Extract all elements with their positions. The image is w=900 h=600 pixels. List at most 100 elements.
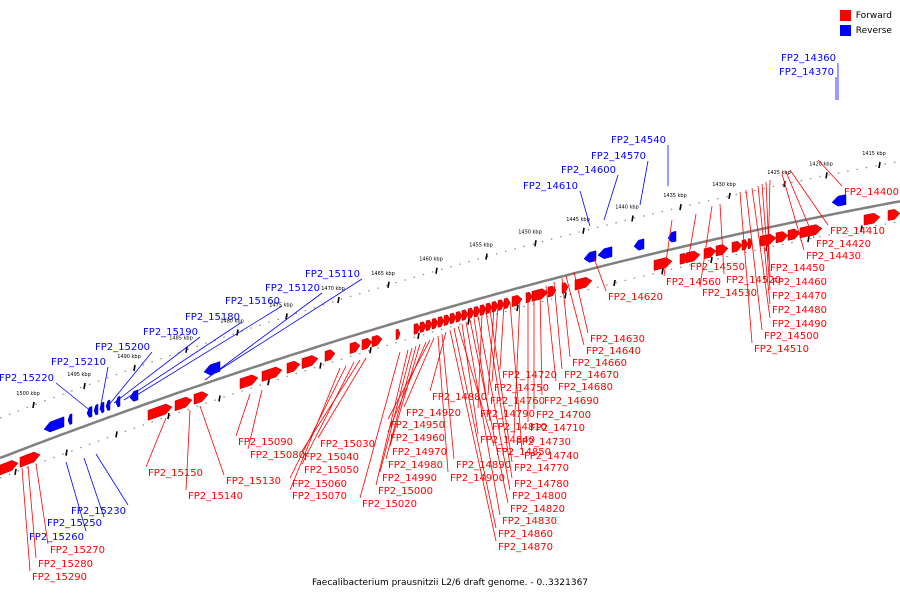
tick-mark-lower xyxy=(115,431,118,438)
forward-gene xyxy=(286,360,301,374)
forward-gene-label: FP2_14510 xyxy=(754,344,809,355)
forward-gene-label: FP2_15000 xyxy=(378,486,433,497)
reverse-gene-label: FP2_15210 xyxy=(51,357,106,368)
reverse-gene-label-leader xyxy=(107,351,153,407)
forward-gene-label: FP2_14410 xyxy=(830,226,885,237)
reverse-gene xyxy=(597,246,613,259)
tick-mark xyxy=(825,172,828,179)
forward-gene-label-leader xyxy=(359,351,401,499)
forward-gene xyxy=(443,314,451,327)
forward-gene-label: FP2_14860 xyxy=(498,529,553,540)
reverse-gene-label: FP2_14610 xyxy=(523,181,578,192)
forward-gene-label: FP2_14790 xyxy=(480,409,535,420)
forward-gene-label-leader xyxy=(593,257,607,292)
forward-gene-label: FP2_15030 xyxy=(320,439,375,450)
reverse-gene-label-leader xyxy=(123,321,243,401)
tick-mark-lower xyxy=(417,332,420,340)
forward-gene-label: FP2_15070 xyxy=(292,491,347,502)
forward-gene-label: FP2_14660 xyxy=(572,358,627,369)
reverse-gene xyxy=(583,250,597,263)
forward-gene-label-leader xyxy=(301,359,361,452)
forward-gene-label-leader xyxy=(765,181,771,277)
forward-gene-label-leader xyxy=(699,205,713,288)
forward-gene-label-leader xyxy=(465,321,501,516)
forward-gene-label-leader xyxy=(513,297,521,437)
forward-gene xyxy=(547,285,557,298)
forward-gene xyxy=(497,299,505,311)
forward-gene-label-leader xyxy=(761,183,771,291)
tick-mark-lower xyxy=(14,468,17,475)
reverse-gene-label: FP2_14540 xyxy=(611,135,666,146)
forward-gene-label-leader xyxy=(457,325,495,447)
reverse-gene-label-leader xyxy=(603,174,619,221)
forward-gene-label-leader xyxy=(35,463,49,545)
forward-gene-label: FP2_14870 xyxy=(498,542,553,553)
reverse-gene-label: FP2_15160 xyxy=(225,296,280,307)
forward-gene-label: FP2_14480 xyxy=(772,305,827,316)
forward-gene-label: FP2_14560 xyxy=(666,277,721,288)
forward-gene xyxy=(261,366,283,382)
forward-gene-label: FP2_14810 xyxy=(492,422,547,433)
forward-gene xyxy=(349,341,361,354)
legend-forward: Forward xyxy=(839,8,892,23)
forward-gene-label: FP2_14820 xyxy=(510,504,565,515)
forward-gene xyxy=(361,337,373,351)
reverse-gene-label-leader xyxy=(113,336,201,404)
forward-gene-label-leader xyxy=(663,219,673,277)
tick-mark xyxy=(582,227,585,234)
forward-gene xyxy=(479,304,487,316)
forward-gene-label: FP2_14630 xyxy=(590,334,645,345)
forward-gene-label: FP2_14460 xyxy=(772,277,827,288)
tick-mark-lower xyxy=(65,449,68,456)
forward-gene-label: FP2_14950 xyxy=(390,420,445,431)
forward-gene-label: FP2_14680 xyxy=(558,382,613,393)
forward-gene xyxy=(887,209,900,221)
forward-gene xyxy=(437,316,445,328)
forward-gene-label-leader xyxy=(789,169,829,226)
tick-mark xyxy=(285,313,288,320)
forward-gene-label: FP2_15130 xyxy=(226,476,281,487)
forward-gene xyxy=(741,239,749,251)
forward-gene-label: FP2_15050 xyxy=(304,465,359,476)
forward-gene xyxy=(413,323,421,335)
tick-mark-lower xyxy=(369,347,372,354)
tick-label: 1475 kbp xyxy=(269,302,293,308)
reverse-gene-label: FP2_15110 xyxy=(305,269,360,280)
forward-gene-label-leader xyxy=(485,311,513,479)
forward-gene-label: FP2_14550 xyxy=(690,262,745,273)
forward-gene-label: FP2_14670 xyxy=(564,370,619,381)
reverse-gene-label-leader xyxy=(55,382,93,413)
forward-gene xyxy=(747,238,753,250)
forward-gene-label: FP2_14960 xyxy=(390,433,445,444)
reverse-gene-label-leader xyxy=(209,278,363,377)
forward-gene xyxy=(239,374,259,390)
forward-gene-label-leader xyxy=(785,171,815,239)
forward-gene-label-leader xyxy=(199,405,225,476)
forward-gene xyxy=(19,451,41,468)
reverse-gene xyxy=(67,413,73,425)
reverse-gene-label: FP2_15250 xyxy=(47,518,102,529)
legend-forward-label: Forward xyxy=(855,10,892,21)
reverse-gene-label-leader xyxy=(579,190,591,227)
tick-label: 1445 kbp xyxy=(566,217,590,223)
tick-mark-lower xyxy=(218,395,221,402)
tick-mark xyxy=(32,401,35,409)
tick-label: 1470 kbp xyxy=(321,286,345,292)
forward-gene-label: FP2_14970 xyxy=(392,447,447,458)
reverse-gene-label: FP2_15260 xyxy=(29,532,84,543)
forward-gene-label-leader xyxy=(235,393,251,437)
forward-gene-label: FP2_15020 xyxy=(362,499,417,510)
forward-gene xyxy=(491,300,499,313)
forward-gene-label-leader xyxy=(817,159,843,187)
forward-gene-label: FP2_14770 xyxy=(514,463,569,474)
forward-gene-label-leader xyxy=(745,189,763,331)
forward-gene xyxy=(419,321,427,333)
tick-label: 1425 kbp xyxy=(767,170,791,176)
forward-gene-label: FP2_14840 xyxy=(480,435,535,446)
forward-gene xyxy=(193,391,209,405)
tick-label: 1435 kbp xyxy=(663,193,687,199)
upper-dotted-track xyxy=(0,160,900,419)
forward-gene-label-leader xyxy=(561,277,571,358)
forward-gene-label: FP2_15290 xyxy=(32,572,87,583)
reverse-gene-label: FP2_14600 xyxy=(561,165,616,176)
